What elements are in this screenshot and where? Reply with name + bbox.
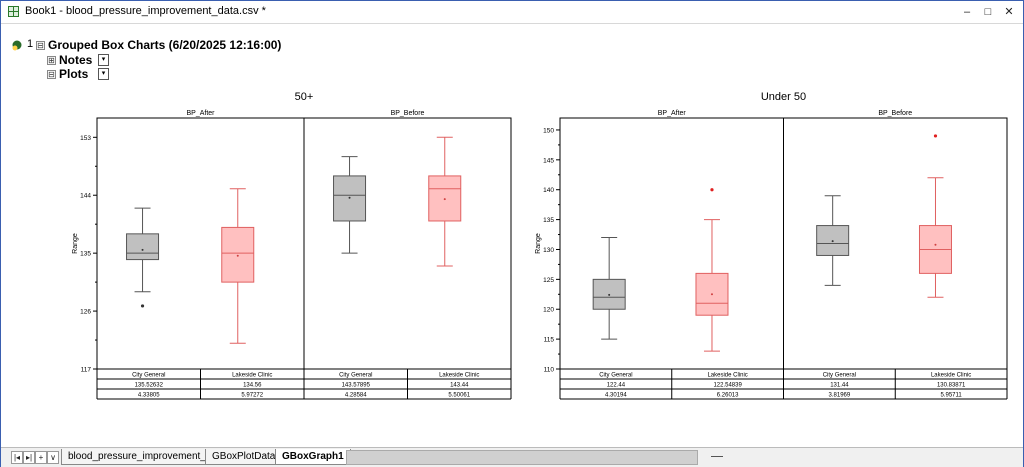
- tree-index: 1: [27, 38, 34, 50]
- y-axis-label: Range: [535, 233, 542, 254]
- table-cell: 122.54839: [713, 383, 742, 389]
- panel-label: BP_Before: [878, 110, 912, 117]
- add-sheet-button[interactable]: +: [35, 451, 47, 464]
- table-cell: 143.57895: [342, 383, 371, 389]
- y-tick-label: 153: [80, 135, 91, 142]
- window-title: Book1 - blood_pressure_improvement_data.…: [25, 5, 266, 17]
- mean-point: [710, 293, 713, 296]
- notes-dropdown[interactable]: ▾: [98, 54, 109, 66]
- mean-point: [934, 243, 937, 246]
- table-cell: 3.81969: [829, 393, 851, 399]
- chart-title: 50+: [295, 91, 314, 103]
- y-tick-label: 150: [543, 127, 554, 134]
- table-cell: City General: [339, 373, 372, 379]
- table-cell: 4.28584: [345, 393, 367, 399]
- chart-title: Under 50: [761, 91, 806, 103]
- tab-gbox-graph[interactable]: GBoxGraph1: [275, 449, 351, 465]
- y-tick-label: 117: [81, 367, 92, 374]
- table-cell: 134.56: [243, 383, 262, 389]
- y-tick-label: 144: [80, 193, 91, 200]
- outlier-point: [933, 134, 938, 138]
- tree-item-plots[interactable]: Plots: [59, 67, 89, 81]
- tree-item-notes[interactable]: Notes: [59, 53, 93, 67]
- close-button[interactable]: ✕: [1004, 6, 1014, 18]
- sheet-list-button[interactable]: ∨: [47, 451, 59, 464]
- splitter-handle[interactable]: [711, 456, 723, 457]
- table-cell: 5.97272: [241, 393, 263, 399]
- mean-point: [443, 198, 446, 201]
- table-cell: City General: [823, 373, 856, 379]
- last-sheet-button[interactable]: ▸|: [23, 451, 35, 464]
- collapse-toggle-root[interactable]: ⊟: [36, 41, 45, 50]
- y-tick-label: 126: [80, 309, 91, 316]
- y-tick-label: 135: [543, 217, 554, 224]
- table-cell: Lakeside Clinic: [931, 373, 971, 379]
- folder-icon: [11, 40, 23, 54]
- graph-content: 1 ⊟ Grouped Box Charts (6/20/2025 12:16:…: [7, 25, 1013, 445]
- table-cell: 143.44: [450, 383, 469, 389]
- panel-label: BP_After: [658, 110, 687, 117]
- table-cell: City General: [599, 373, 632, 379]
- expand-toggle-notes[interactable]: ⊞: [47, 56, 56, 65]
- y-tick-label: 145: [543, 157, 554, 164]
- plots-dropdown[interactable]: ▾: [98, 68, 109, 80]
- box-city-general: [126, 233, 160, 261]
- table-cell: Lakeside Clinic: [439, 373, 479, 379]
- mean-point: [141, 248, 144, 251]
- mean-point: [348, 196, 351, 199]
- table-cell: 5.95711: [941, 393, 963, 399]
- collapse-toggle-plots[interactable]: ⊟: [47, 70, 56, 79]
- y-tick-label: 120: [543, 307, 554, 314]
- panel-label: BP_Before: [391, 110, 425, 117]
- tab-scrollbar[interactable]: [346, 450, 698, 465]
- title-bar: Book1 - blood_pressure_improvement_data.…: [1, 1, 1023, 24]
- mean-point: [831, 240, 834, 243]
- table-cell: 6.26013: [717, 393, 739, 399]
- panel-label: BP_After: [186, 110, 215, 117]
- table-cell: Lakeside Clinic: [707, 373, 747, 379]
- mean-point: [608, 293, 611, 296]
- workbook-icon: [8, 6, 19, 17]
- y-tick-label: 140: [543, 187, 554, 194]
- y-tick-label: 110: [544, 367, 555, 374]
- outlier-point: [140, 304, 145, 308]
- minimize-button[interactable]: –: [963, 6, 971, 18]
- y-tick-label: 125: [543, 277, 554, 284]
- table-cell: 135.52632: [135, 383, 164, 389]
- sheet-tab-bar: |◂ ▸| + ∨ blood_pressure_improvement_dat…: [1, 447, 1023, 467]
- y-tick-label: 135: [80, 251, 91, 258]
- box-charts: 50+ Range BP_After BP_Before 117 126 135 144 153…: [72, 91, 1008, 400]
- y-axis-label: Range: [72, 233, 79, 254]
- table-cell: 122.44: [607, 383, 626, 389]
- outlier-point: [710, 188, 714, 192]
- report-title: Grouped Box Charts (6/20/2025 12:16:00): [48, 38, 282, 52]
- y-tick-label: 130: [543, 247, 554, 254]
- maximize-button[interactable]: □: [984, 6, 992, 18]
- table-cell: City General: [132, 373, 165, 379]
- table-cell: 130.83871: [937, 383, 966, 389]
- table-cell: 4.30194: [605, 393, 627, 399]
- table-cell: 4.33805: [138, 393, 160, 399]
- first-sheet-button[interactable]: |◂: [11, 451, 23, 464]
- mean-point: [236, 254, 239, 257]
- table-cell: Lakeside Clinic: [232, 373, 272, 379]
- y-tick-label: 115: [544, 337, 555, 344]
- table-cell: 5.50061: [448, 393, 470, 399]
- table-cell: 131.44: [830, 383, 849, 389]
